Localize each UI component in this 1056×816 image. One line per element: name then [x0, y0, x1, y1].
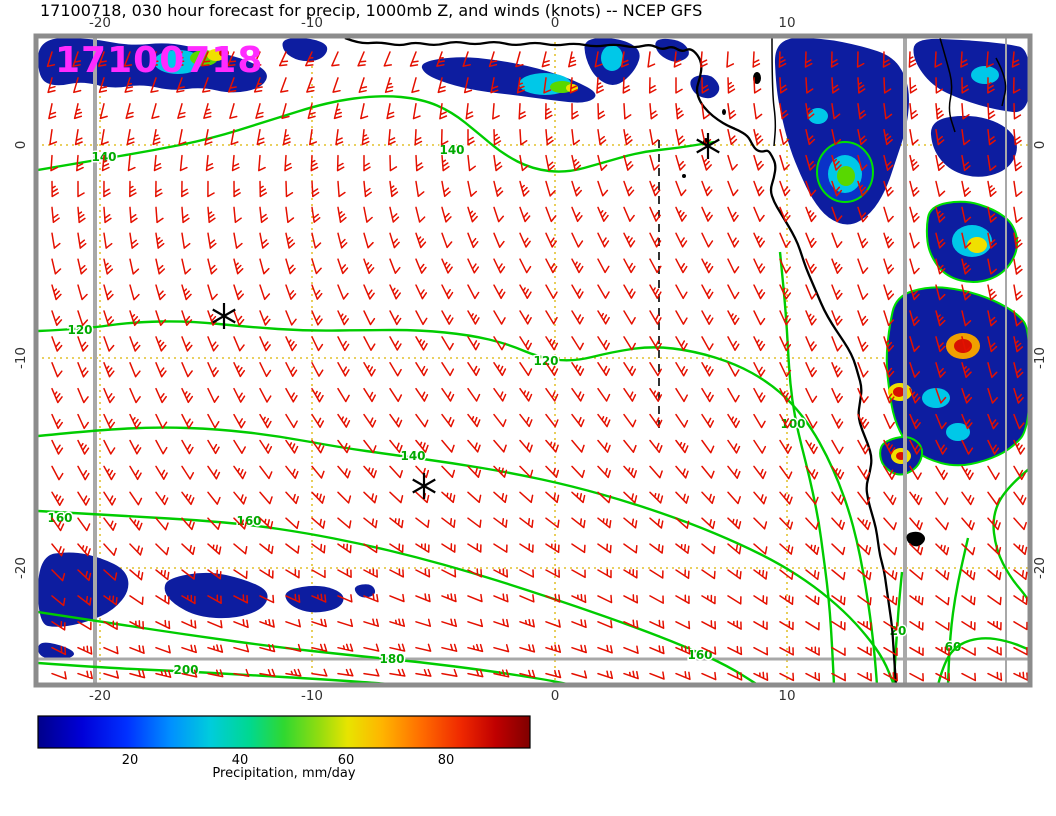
- precip-core: [946, 423, 970, 441]
- y-tick-label-left: 0: [13, 141, 29, 150]
- precip-blob: [38, 642, 74, 660]
- contour-label: 200: [173, 663, 198, 677]
- z-contour: [38, 95, 715, 173]
- precip-blob: [164, 572, 268, 619]
- precip-core: [837, 166, 855, 186]
- island: [722, 109, 726, 115]
- colorbar-tick-label: 80: [438, 753, 455, 768]
- precip-blob: [774, 38, 909, 225]
- precip-core: [971, 66, 999, 84]
- x-tick-label-bottom: -20: [89, 688, 111, 704]
- precip-core: [601, 45, 623, 71]
- colorbar-group: 20 40 60 80: [37, 715, 531, 768]
- precip-core: [219, 49, 229, 57]
- colorbar-tick-label: 20: [122, 753, 139, 768]
- precip-blob: [285, 585, 344, 613]
- precip-blob: [282, 38, 328, 62]
- colorbar-caption: Precipitation, mm/day: [212, 766, 356, 781]
- precip-blob: [38, 552, 129, 627]
- asterisk-marker: [696, 133, 720, 159]
- precip-core: [808, 108, 828, 124]
- y-tick-label-left: -20: [13, 557, 29, 579]
- z-contour: [946, 537, 970, 683]
- lake: [906, 531, 926, 547]
- figure-title: 17100718, 030 hour forecast for precip, …: [40, 1, 703, 20]
- x-tick-label-bottom: 10: [778, 688, 795, 704]
- y-tick-label-left: -10: [13, 347, 29, 369]
- precip-blob: [354, 584, 376, 598]
- markers-layer: [212, 133, 720, 499]
- wind-barbs-layer: [46, 51, 1028, 682]
- asterisk-marker: [412, 473, 436, 499]
- precip-core: [893, 387, 905, 397]
- colorbar-gradient: [37, 715, 531, 749]
- contour-label: 120: [533, 354, 558, 368]
- z-contour: [937, 637, 1028, 683]
- contour-label: 120: [67, 323, 92, 337]
- domain-lines-layer: [38, 38, 1028, 683]
- precip-blob: [655, 38, 689, 62]
- x-tick-label-top: 10: [778, 15, 795, 31]
- precip-blob: [885, 286, 1028, 467]
- contour-label: 160: [236, 514, 261, 528]
- colorbar-tick-label: 40: [232, 753, 249, 768]
- contour-label: 180: [379, 652, 404, 666]
- y-tick-label-right: -10: [1032, 347, 1048, 369]
- plot-frame: [33, 33, 1033, 688]
- z-contour: [38, 320, 879, 683]
- x-tick-label-bottom: -10: [301, 688, 323, 704]
- axis-labels-layer: -20 -10 0 10-20 -10 0 100-10-200-10-20: [13, 15, 1048, 704]
- z-contour: [38, 426, 895, 683]
- y-tick-label-right: -20: [1032, 557, 1048, 579]
- island: [682, 174, 686, 178]
- precip-core: [922, 388, 950, 408]
- x-tick-label-top: -20: [89, 15, 111, 31]
- asterisk-marker: [212, 303, 236, 329]
- precip-blob: [930, 115, 1017, 177]
- precip-core: [967, 237, 987, 253]
- contour-label: 140: [400, 449, 425, 463]
- island: [753, 72, 761, 84]
- wind-barbs: [46, 51, 1028, 682]
- x-tick-label-top: 0: [551, 15, 560, 31]
- contour-label: 100: [780, 417, 805, 431]
- z-contour: [38, 509, 758, 683]
- border-line: [939, 38, 956, 133]
- coastline-layer: [344, 38, 1007, 683]
- africa-coastline: [344, 38, 898, 683]
- colorbar-tick-label: 60: [338, 753, 355, 768]
- x-tick-label-top: -10: [301, 15, 323, 31]
- init-date-stamp: 17100718: [55, 40, 264, 81]
- border-line: [771, 38, 777, 147]
- z-contour: [992, 468, 1028, 603]
- y-tick-label-right: 0: [1032, 141, 1048, 150]
- x-tick-label-bottom: 0: [551, 688, 560, 704]
- z-contour: [38, 610, 569, 683]
- border-line: [995, 57, 1007, 107]
- contour-label: 140: [439, 143, 464, 157]
- precip-blob: [913, 38, 1028, 113]
